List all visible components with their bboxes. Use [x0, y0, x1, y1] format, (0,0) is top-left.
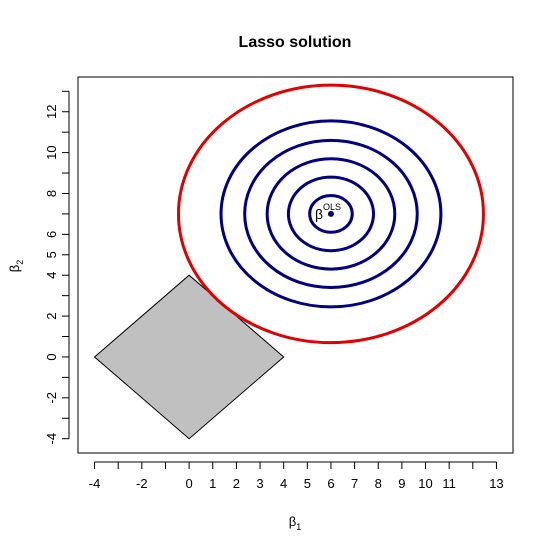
- contour-6: [176, 83, 485, 345]
- ols-label: βOLS: [315, 202, 341, 222]
- chart-title: Lasso solution: [239, 34, 352, 51]
- y-tick-label: 8: [44, 190, 59, 197]
- x-axis-label-symbol: β: [289, 514, 296, 529]
- x-tick-label: 1: [209, 476, 216, 491]
- ols-label-symbol: β: [315, 206, 323, 222]
- plot-frame: [77, 76, 514, 454]
- y-tick-label: -4: [44, 433, 59, 445]
- y-axis-label-symbol: β: [7, 265, 22, 272]
- y-tick-label: 10: [44, 145, 59, 159]
- x-axis-label-subscript: 1: [296, 522, 301, 532]
- x-tick-label: 7: [351, 476, 358, 491]
- y-axis-label-subscript: 2: [15, 260, 25, 265]
- x-tick-label: -4: [89, 476, 101, 491]
- x-tick-label: 6: [327, 476, 334, 491]
- x-axis: -4 -2 0 1 2 3 4 5 6 7 8 9 10 11 13: [89, 461, 504, 491]
- y-axis: -4 -2 0 2 4 5 6 8 10 12: [44, 90, 70, 445]
- constraint-region: [93, 274, 285, 440]
- y-tick-label: 6: [44, 231, 59, 238]
- contour-2: [286, 175, 376, 253]
- y-axis-label: β2: [7, 260, 25, 273]
- ols-label-superscript: OLS: [323, 202, 341, 212]
- x-tick-label: 4: [280, 476, 287, 491]
- plot-area: βOLS: [93, 83, 485, 440]
- x-tick-label: 3: [256, 476, 263, 491]
- x-tick-label: 10: [418, 476, 432, 491]
- x-tick-label: 8: [375, 476, 382, 491]
- y-tick-label: 5: [44, 251, 59, 258]
- y-tick-label: -2: [44, 392, 59, 404]
- contour-3: [265, 157, 397, 271]
- ols-point: [327, 210, 334, 217]
- x-tick-label: -2: [136, 476, 148, 491]
- x-tick-label: 13: [489, 476, 503, 491]
- contour-1: [308, 194, 354, 234]
- contour-5: [219, 119, 443, 309]
- x-tick-label: 5: [304, 476, 311, 491]
- x-tick-label: 11: [442, 476, 456, 491]
- x-tick-label: 0: [185, 476, 192, 491]
- y-tick-label: 4: [44, 272, 59, 279]
- x-tick-label: 9: [398, 476, 405, 491]
- y-tick-label: 0: [44, 353, 59, 360]
- x-axis-label: β1: [289, 514, 302, 532]
- y-tick-label: 2: [44, 312, 59, 319]
- y-tick-label: 12: [44, 105, 59, 119]
- contour-4: [243, 138, 419, 289]
- x-tick-label: 2: [233, 476, 240, 491]
